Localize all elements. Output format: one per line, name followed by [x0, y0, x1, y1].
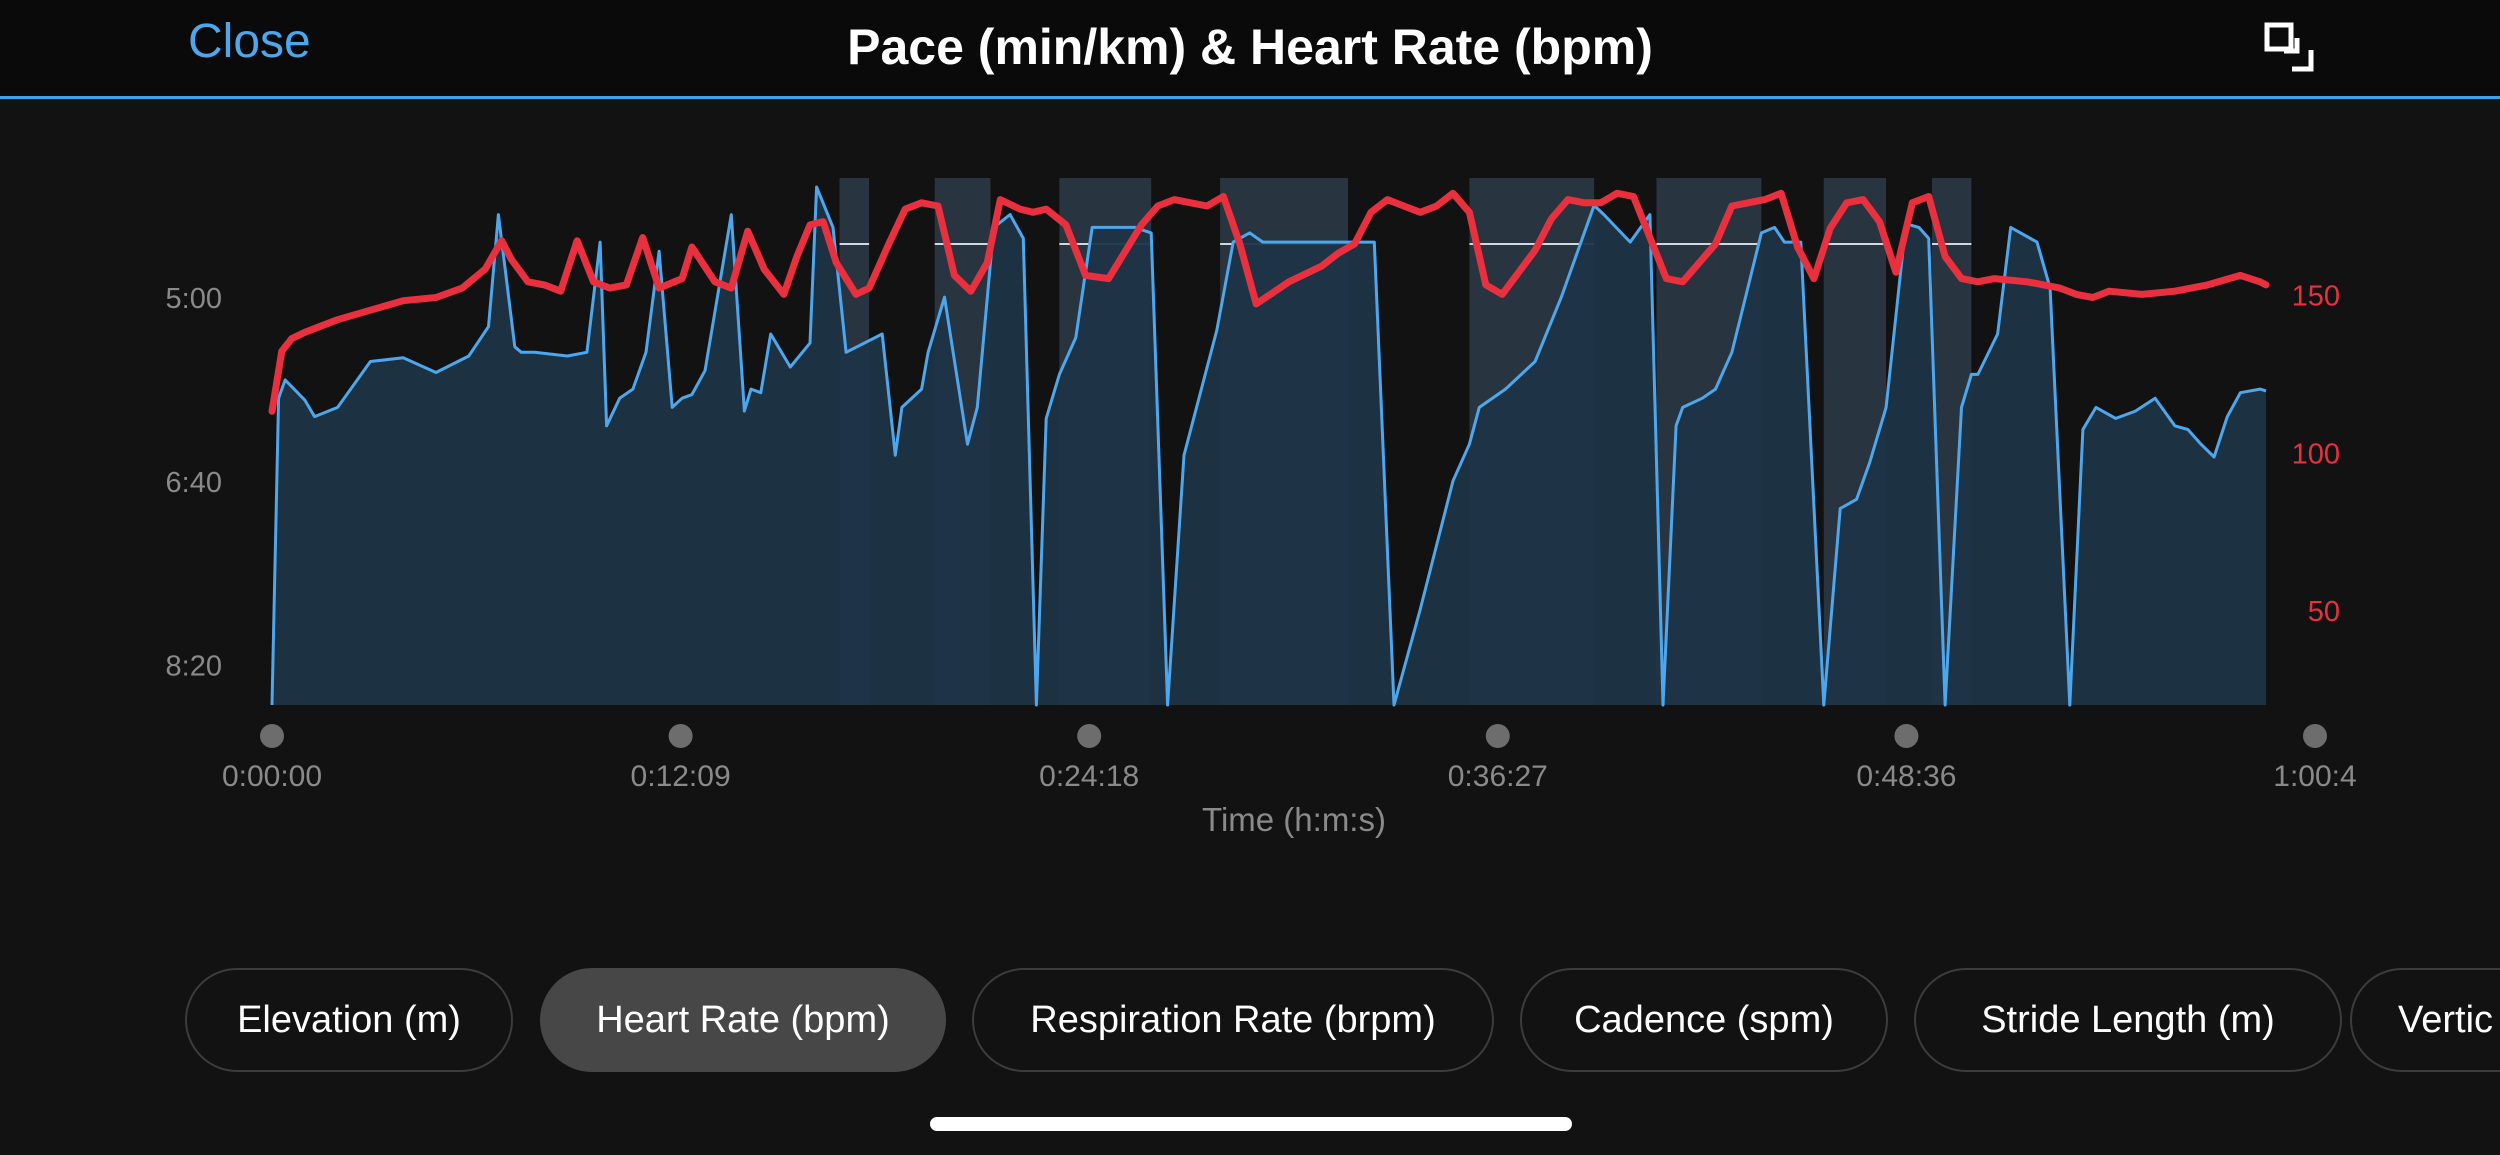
y-right-tick-label: 50: [2308, 596, 2340, 628]
x-tick-label: 0:36:27: [1448, 760, 1548, 793]
y-right-tick-label: 100: [2292, 438, 2340, 470]
chart-title: Pace (min/km) & Heart Rate (bpm): [847, 19, 1653, 75]
top-bar: Close Pace (min/km) & Heart Rate (bpm): [0, 0, 2500, 99]
chip-cadence[interactable]: Cadence (spm): [1520, 968, 1888, 1072]
chip-elevation[interactable]: Elevation (m): [185, 968, 513, 1072]
heart-rate-series-line: [268, 189, 2270, 415]
close-button[interactable]: Close: [188, 15, 311, 68]
home-indicator: [930, 1117, 1572, 1131]
pace-area: [270, 185, 2267, 707]
y-left-tick-label: 5:00: [166, 283, 222, 315]
heart-rate-line: [268, 189, 2270, 415]
chip-heart-rate[interactable]: Heart Rate (bpm): [540, 968, 946, 1072]
expand-icon[interactable]: [2264, 22, 2314, 72]
x-tick-label: 0:12:09: [631, 760, 731, 793]
pace-area-fill: [272, 187, 2266, 705]
y-left-tick-label: 8:20: [166, 651, 222, 683]
x-tick-label: 0:24:18: [1039, 760, 1139, 793]
chip-vertical-partial[interactable]: Vertic: [2350, 968, 2500, 1072]
x-axis-label: Time (h:m:s): [1202, 801, 1386, 838]
x-tick-marker: [2303, 724, 2327, 748]
x-tick-marker: [260, 724, 284, 748]
pace-heart-rate-chart: 5:00 6:40 8:20 150 100 50 0:00:00 0:12:09 0:24:1…: [166, 178, 2357, 838]
x-tick-marker: [1894, 724, 1919, 748]
y-left-tick-label: 6:40: [166, 467, 222, 499]
x-tick-marker: [668, 724, 693, 748]
chip-respiration-rate[interactable]: Respiration Rate (brpm): [972, 968, 1494, 1072]
x-tick-marker: [1485, 724, 1510, 748]
axes: 5:00 6:40 8:20 150 100 50 0:00:00 0:12:09 0:24:1…: [166, 280, 2357, 838]
x-tick-label: 0:00:00: [222, 760, 322, 793]
chip-stride-length[interactable]: Stride Length (m): [1914, 968, 2342, 1072]
metric-chip-bar: Elevation (m) Heart Rate (bpm) Respirati…: [0, 968, 2500, 1076]
x-tick-marker: [1077, 724, 1102, 748]
y-right-tick-label: 150: [2292, 280, 2340, 312]
pace-line: [270, 185, 2267, 707]
x-tick-label: 0:48:36: [1856, 760, 1956, 793]
x-tick-label: 1:00:4: [2273, 760, 2356, 793]
